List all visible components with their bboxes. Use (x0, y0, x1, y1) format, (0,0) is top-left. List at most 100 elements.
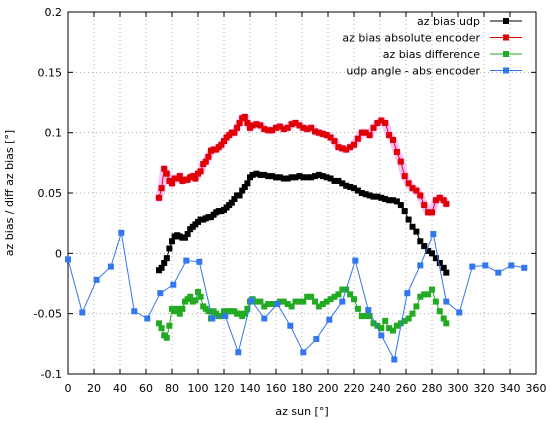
data-point (365, 307, 372, 314)
data-point (425, 291, 432, 298)
x-tick-label: 160 (266, 382, 287, 395)
data-point (312, 173, 318, 180)
data-point (315, 171, 322, 178)
data-point (288, 174, 295, 181)
x-tick-label: 80 (165, 382, 179, 395)
series-2 (155, 113, 451, 217)
y-axis-label: az bias / diff az bias [°] (3, 130, 16, 256)
data-point (358, 313, 365, 320)
data-point (182, 234, 188, 241)
data-point (166, 245, 173, 252)
y-tick-label: 0 (55, 247, 62, 260)
data-point (409, 310, 416, 317)
data-point (288, 303, 295, 310)
data-point (417, 238, 424, 245)
data-point (234, 124, 240, 131)
data-point (370, 320, 377, 327)
data-point (382, 196, 389, 203)
data-point (284, 301, 291, 308)
data-point (358, 129, 365, 136)
y-tick-label: -0.1 (41, 368, 62, 381)
legend-marker (503, 34, 509, 41)
data-point (118, 229, 125, 236)
x-tick-label: 200 (318, 382, 339, 395)
data-point (405, 216, 412, 223)
legend-marker (503, 67, 509, 74)
data-point (249, 122, 256, 129)
data-point (417, 192, 424, 199)
data-point (300, 298, 307, 305)
data-point (443, 200, 450, 207)
data-point (248, 297, 255, 304)
data-point (244, 120, 251, 127)
data-point (362, 191, 369, 198)
data-point (166, 322, 173, 329)
data-point (241, 183, 248, 190)
data-point (197, 168, 204, 175)
data-point (319, 130, 326, 137)
data-point (404, 290, 411, 297)
data-point (221, 138, 227, 145)
data-point (456, 309, 463, 316)
y-tick-label: -0.05 (34, 308, 62, 321)
data-point (179, 305, 186, 312)
data-point (93, 276, 100, 283)
data-point (508, 262, 515, 269)
x-tick-label: 220 (344, 382, 365, 395)
y-tick-label: 0.15 (38, 66, 63, 79)
data-point (158, 325, 165, 332)
data-point (409, 223, 416, 230)
data-point (440, 264, 447, 271)
data-point (304, 126, 311, 133)
data-point (440, 315, 447, 322)
data-point (236, 120, 243, 127)
data-point (257, 171, 264, 178)
data-point (323, 174, 330, 181)
data-point (280, 126, 287, 133)
data-point (335, 177, 342, 184)
data-point (288, 121, 295, 128)
series-1 (156, 170, 450, 276)
data-point (421, 202, 428, 209)
legend-label: az bias udp (417, 15, 480, 28)
data-point (417, 262, 424, 269)
data-point (370, 193, 377, 200)
data-point (436, 308, 443, 315)
data-point (413, 303, 420, 310)
data-point (176, 173, 183, 180)
data-point (228, 199, 235, 206)
data-point (339, 286, 346, 293)
data-point (335, 291, 342, 298)
data-point (352, 257, 359, 264)
data-point (393, 322, 400, 329)
data-point (319, 173, 326, 180)
x-tick-label: 300 (448, 382, 469, 395)
data-point (421, 291, 428, 298)
data-point (401, 173, 408, 180)
data-point (319, 301, 326, 308)
data-point (292, 298, 299, 305)
data-point (351, 185, 357, 192)
data-point (196, 258, 203, 265)
data-point (253, 121, 260, 128)
data-point (327, 134, 334, 141)
data-point (300, 349, 307, 356)
data-point (269, 173, 276, 180)
data-point (347, 291, 354, 298)
data-point (378, 332, 385, 339)
data-point (397, 202, 404, 209)
data-point (401, 317, 408, 324)
data-point (273, 124, 279, 131)
data-point (429, 209, 435, 216)
data-point (131, 308, 138, 315)
data-point (405, 180, 412, 187)
data-point (65, 256, 71, 263)
data-point (312, 128, 318, 135)
data-point (315, 303, 322, 310)
data-point (161, 165, 168, 172)
data-point (231, 129, 238, 136)
data-point (354, 187, 361, 194)
data-point (231, 196, 238, 203)
data-point (347, 144, 354, 151)
x-axis-label: az sun [°] (275, 405, 328, 418)
